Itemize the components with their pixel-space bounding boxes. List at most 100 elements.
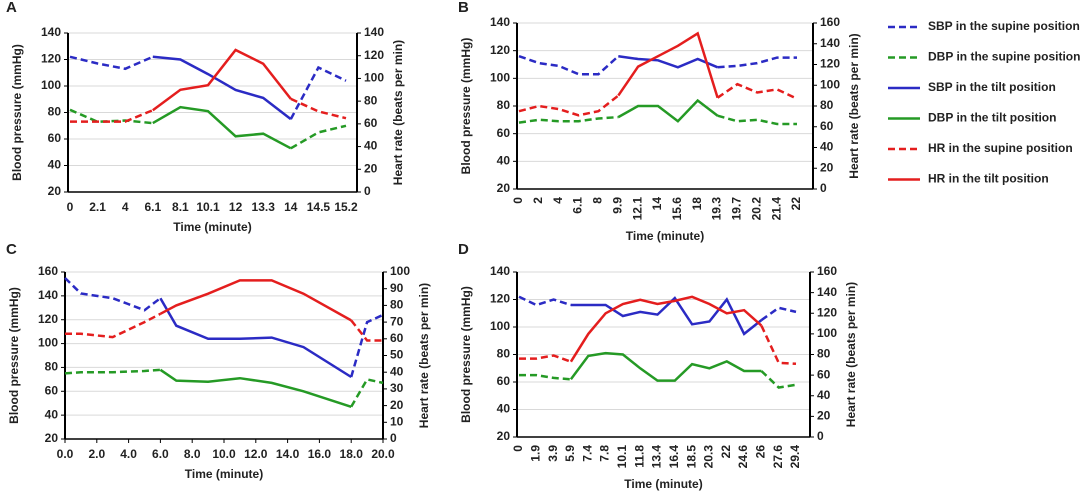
y-tick-label: 120 <box>38 312 58 326</box>
x-tick-label: 10.1 <box>615 445 629 469</box>
y-tick-label: 80 <box>497 347 511 361</box>
x-tick-label: 19.7 <box>730 197 744 221</box>
x-tick-label: 8 <box>591 197 605 204</box>
y2-tick-label: 80 <box>817 347 831 361</box>
y2-tick-label: 0 <box>820 181 827 195</box>
y2-tick-label: 20 <box>817 409 831 423</box>
y2-tick-label: 40 <box>820 140 834 154</box>
panel-label: A <box>6 0 17 16</box>
y2-tick-label: 60 <box>364 116 378 130</box>
x-tick-label: 12 <box>229 200 243 214</box>
y-tick-label: 120 <box>490 292 510 306</box>
y-tick-label: 100 <box>490 319 510 333</box>
series-line <box>65 312 383 342</box>
legend-label: DBP in the tilt position <box>928 111 1056 125</box>
x-tick-label: 4 <box>122 200 129 214</box>
series-line <box>69 55 347 120</box>
x-tick-label: 6.0 <box>152 447 169 461</box>
x-tick-label: 0 <box>511 445 525 452</box>
y-tick-label: 160 <box>38 264 58 278</box>
y2-tick-label: 120 <box>820 57 840 71</box>
y2-axis-label: Heart rate (beats per min) <box>417 283 431 428</box>
y-tick-label: 60 <box>45 383 59 397</box>
y-tick-label: 140 <box>490 264 510 278</box>
series-line <box>69 108 347 150</box>
x-tick-label: 14.5 <box>307 200 331 214</box>
y2-tick-label: 20 <box>820 160 834 174</box>
y-tick-label: 20 <box>497 181 511 195</box>
y2-tick-label: 100 <box>817 326 837 340</box>
series-line <box>152 48 292 112</box>
x-axis-label: Time (minute) <box>185 467 263 481</box>
y-tick-label: 40 <box>497 154 511 168</box>
series-line <box>518 55 797 76</box>
x-tick-label: 18 <box>690 197 704 211</box>
series-line <box>159 279 352 322</box>
y-tick-label: 100 <box>38 336 58 350</box>
x-tick-label: 6.1 <box>571 197 585 214</box>
y-tick-label: 60 <box>497 374 511 388</box>
y2-tick-label: 140 <box>820 36 840 50</box>
x-tick-label: 8.0 <box>184 447 201 461</box>
y-axis-label: Blood pressure (mmHg) <box>459 286 473 423</box>
x-tick-label: 12.0 <box>244 447 268 461</box>
x-tick-label: 16.4 <box>667 445 681 469</box>
series-line <box>152 105 292 150</box>
x-tick-label: 2.0 <box>88 447 105 461</box>
legend-label: SBP in the tilt position <box>928 80 1056 94</box>
series-line <box>159 297 352 379</box>
y-tick-label: 100 <box>490 71 510 85</box>
y-tick-label: 60 <box>48 131 62 145</box>
x-tick-label: 21.4 <box>769 197 783 221</box>
y2-axis-label: Heart rate (beats per min) <box>844 282 858 427</box>
x-tick-label: 14 <box>284 200 298 214</box>
y-tick-label: 20 <box>497 429 511 443</box>
y2-tick-label: 100 <box>390 264 410 278</box>
x-tick-label: 29.4 <box>788 445 802 469</box>
x-tick-label: 7.4 <box>580 445 594 462</box>
x-tick-label: 19.3 <box>710 197 724 221</box>
x-tick-label: 0 <box>511 197 525 204</box>
x-tick-label: 20.0 <box>371 447 395 461</box>
series-line <box>518 295 797 322</box>
x-tick-label: 8.1 <box>172 200 189 214</box>
y2-tick-label: 10 <box>390 414 404 428</box>
series-line <box>617 31 719 99</box>
x-tick-label: 5.9 <box>563 445 577 462</box>
x-tick-label: 16.0 <box>308 447 332 461</box>
y2-tick-label: 140 <box>364 25 384 39</box>
x-tick-label: 26 <box>754 445 768 459</box>
y-axis-label: Blood pressure (mmHg) <box>459 38 473 175</box>
series-line <box>64 277 384 378</box>
y2-tick-label: 60 <box>390 331 404 345</box>
series-line <box>569 295 763 363</box>
y2-tick-label: 20 <box>390 398 404 412</box>
y2-tick-label: 0 <box>390 431 397 445</box>
x-tick-label: 24.6 <box>736 445 750 469</box>
series-line <box>617 98 719 123</box>
y-tick-label: 80 <box>48 105 62 119</box>
y2-tick-label: 80 <box>364 93 378 107</box>
y2-tick-label: 80 <box>390 298 404 312</box>
series-line <box>64 368 384 408</box>
y-axis-label: Blood pressure (mmHg) <box>7 287 21 424</box>
x-axis-label: Time (minute) <box>624 477 702 491</box>
x-tick-label: 11.8 <box>632 445 646 468</box>
y2-tick-label: 20 <box>364 161 378 175</box>
x-axis-label: Time (minute) <box>626 229 704 243</box>
series-line <box>518 82 798 117</box>
y2-tick-label: 100 <box>820 77 840 91</box>
series-line <box>570 296 763 336</box>
panel-label: D <box>458 241 469 258</box>
x-tick-label: 0.0 <box>57 447 74 461</box>
y2-tick-label: 160 <box>820 15 840 29</box>
x-tick-label: 27.6 <box>771 445 785 469</box>
y-tick-label: 80 <box>45 360 59 374</box>
x-tick-label: 20.3 <box>702 445 716 469</box>
y-tick-label: 140 <box>41 25 61 39</box>
x-tick-label: 4.0 <box>120 447 137 461</box>
panel-label: C <box>6 241 17 258</box>
y-tick-label: 140 <box>490 15 510 29</box>
x-tick-label: 14.0 <box>276 447 300 461</box>
legend-label: SBP in the supine position <box>928 19 1080 33</box>
